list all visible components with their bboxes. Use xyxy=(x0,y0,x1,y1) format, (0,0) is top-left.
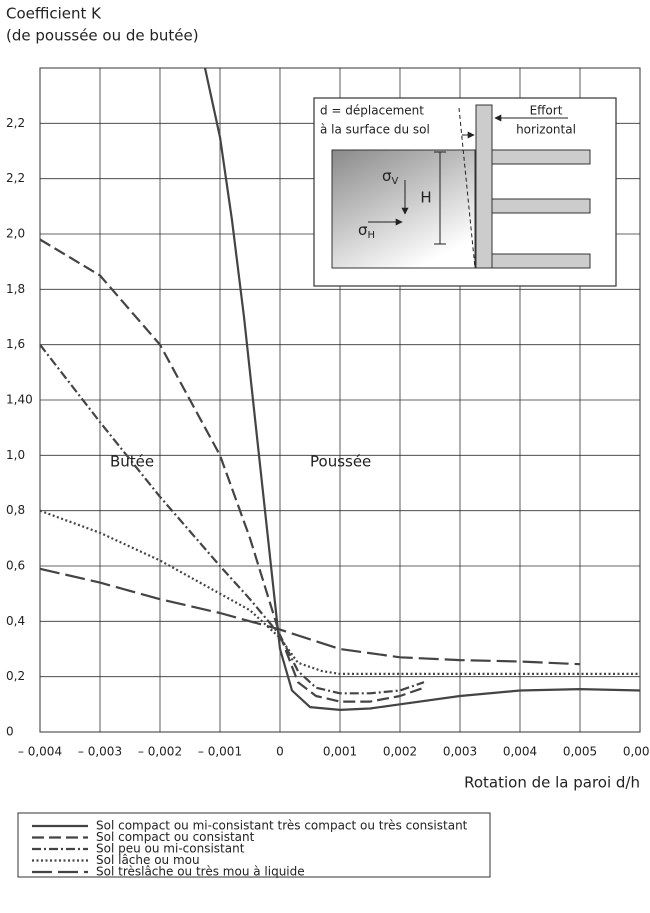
y-title: Coefficient K xyxy=(6,5,102,23)
inset-label: Effort xyxy=(530,104,563,118)
y-title: (de poussée ou de butée) xyxy=(6,27,199,45)
x-tick-label: 0,006 xyxy=(623,745,650,759)
x-tick-label: – 0,001 xyxy=(198,745,242,759)
symbol: σ xyxy=(358,221,368,239)
subscript: H xyxy=(368,230,376,241)
x-tick-label: 0,003 xyxy=(443,745,477,759)
y-tick-label: 0 xyxy=(6,725,14,739)
series-line xyxy=(203,67,641,711)
y-tick-label: 0,6 xyxy=(6,559,25,573)
legend-label: Sol compact ou mi-consistant très compac… xyxy=(96,819,468,833)
legend-label: Sol peu ou mi-consistant xyxy=(96,842,245,856)
x-tick-label: – 0,002 xyxy=(138,745,182,759)
displaced-wall xyxy=(458,107,476,269)
y-tick-label: 0,4 xyxy=(6,614,25,628)
subscript: V xyxy=(392,176,399,187)
series-line xyxy=(39,567,581,666)
inset-label: H xyxy=(420,189,431,207)
y-tick-label: 1,40 xyxy=(6,393,33,407)
y-tick-label: 0,8 xyxy=(6,503,25,517)
series-line xyxy=(39,238,425,703)
anchor xyxy=(491,149,591,165)
legend-label: Sol trèslâche ou très mou à liquide xyxy=(96,865,305,879)
x-tick-label: – 0,003 xyxy=(78,745,122,759)
symbol: σ xyxy=(382,167,392,185)
series-line xyxy=(39,344,425,695)
inset-label: σH xyxy=(358,221,375,242)
x-tick-label: 0 xyxy=(276,745,284,759)
x-title: Rotation de la paroi d/h xyxy=(464,774,640,792)
y-tick-label: 1,6 xyxy=(6,337,25,351)
soil xyxy=(331,149,476,269)
y-tick-label: 2,2 xyxy=(6,116,25,130)
legend-label: Sol compact ou consistant xyxy=(96,830,255,844)
anchor xyxy=(491,253,591,269)
inset-label: σV xyxy=(382,167,399,188)
y-tick-label: 2,0 xyxy=(6,227,25,241)
x-tick-label: 0,002 xyxy=(383,745,417,759)
inset: d = déplacement à la surface du sol Effo… xyxy=(313,97,617,287)
y-tick-label: 0,2 xyxy=(6,669,25,683)
inset-label: d = déplacement xyxy=(320,104,424,118)
annotation: Poussée xyxy=(310,453,371,471)
inset-label: horizontal xyxy=(516,123,576,137)
x-tick-label: 0,001 xyxy=(323,745,357,759)
x-tick-label: – 0,004 xyxy=(18,745,62,759)
anchor xyxy=(491,198,591,214)
x-tick-label: 0,004 xyxy=(503,745,537,759)
y-tick-label: 2,2 xyxy=(6,171,25,185)
plot-frame xyxy=(39,67,641,733)
x-tick-label: 0,005 xyxy=(563,745,597,759)
y-tick-label: 1,0 xyxy=(6,448,25,462)
legend xyxy=(17,812,491,878)
inset-label: à la surface du sol xyxy=(320,123,430,137)
y-tick-label: 1,8 xyxy=(6,282,25,296)
annotation: Butée xyxy=(110,453,154,471)
legend-label: Sol lâche ou mou xyxy=(96,853,200,867)
wall xyxy=(475,104,493,269)
